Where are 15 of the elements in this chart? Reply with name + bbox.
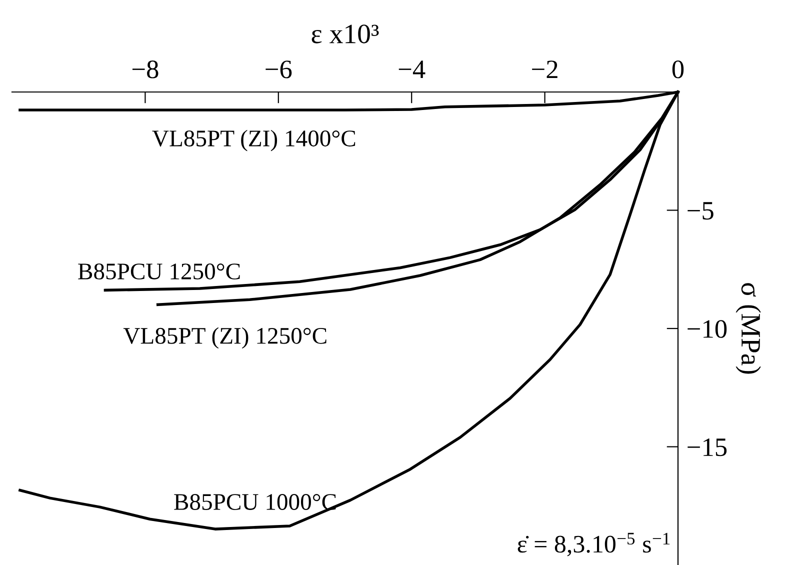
series-label: VL85PT (ZI) 1400°C (152, 130, 356, 152)
x-tick-label: −8 (132, 60, 158, 78)
y-tick-label: −5 (688, 202, 714, 220)
x-tick-label: 0 (672, 60, 684, 78)
x-tick-label: −4 (398, 60, 426, 78)
series-label: B85PCU 1250°C (78, 263, 240, 280)
y-axis-title: σ (MPa) (736, 283, 761, 374)
x-tick-label: −2 (532, 60, 558, 78)
y-tick-label: −10 (688, 320, 727, 338)
series-label: VL85PT (ZI) 1250°C (123, 327, 326, 349)
series-label: B85PCU 1000°C (174, 494, 336, 510)
annotation: ε̇ = 8,3.10$^{−5}$ s$^{−1}$ (518, 532, 670, 556)
y-tick-label: −15 (688, 438, 727, 456)
x-axis-title: ε x10³ (312, 24, 379, 44)
x-tick-label: −6 (266, 60, 292, 78)
